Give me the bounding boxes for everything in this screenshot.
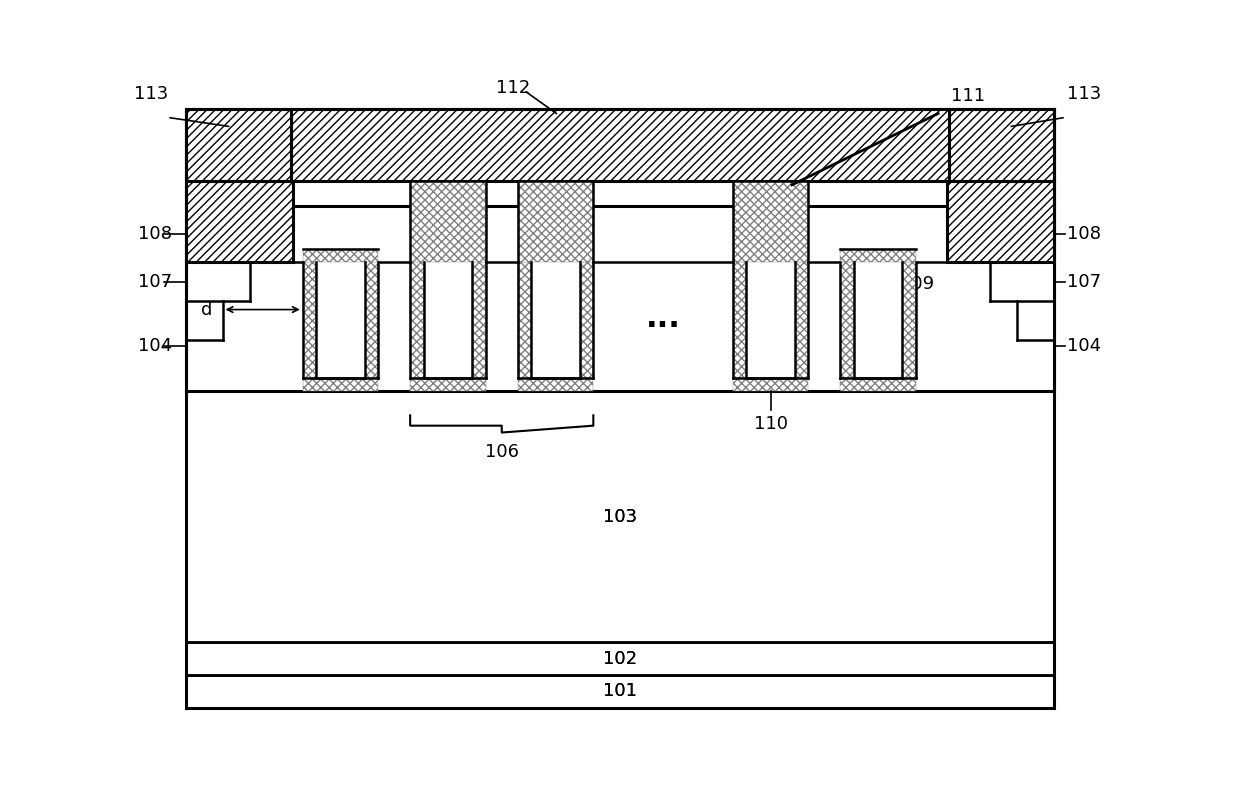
Bar [303,263,316,377]
Text: 104: 104 [1068,337,1101,355]
Bar [223,263,250,301]
Text: ···: ··· [646,312,681,342]
Text: 108: 108 [139,225,172,243]
Bar [841,377,916,391]
Bar [186,109,291,180]
Bar [733,263,746,377]
Text: 110: 110 [754,415,787,433]
Bar [410,263,424,377]
Bar [303,248,378,263]
Text: 103: 103 [603,508,637,526]
Bar [410,377,486,391]
Bar [365,263,378,377]
Text: 109: 109 [900,275,934,293]
Bar [424,263,472,377]
Text: 113: 113 [1068,85,1101,103]
Bar [947,180,1054,263]
Bar [517,180,594,263]
Bar [990,263,1017,301]
Bar [733,180,808,263]
Text: 109: 109 [306,275,340,293]
Text: 105: 105 [324,318,357,336]
Bar [532,263,579,377]
Bar [186,675,1054,708]
Text: 101: 101 [603,682,637,701]
Bar [901,263,916,377]
Bar [410,180,486,263]
Bar [841,377,916,391]
Bar [949,109,1054,180]
Bar [186,180,293,263]
Bar [901,263,916,377]
Bar [841,248,916,263]
Bar [410,377,486,391]
Bar [733,180,808,263]
Bar [517,263,532,377]
Text: 105: 105 [861,318,895,336]
Text: 104: 104 [139,337,172,355]
Bar [579,263,594,377]
Bar [949,109,1054,180]
Bar [410,180,486,263]
Text: d: d [201,301,212,318]
Bar [947,180,1054,263]
Text: 103: 103 [603,508,637,526]
Bar [841,248,916,263]
Bar [854,263,901,377]
Text: 107: 107 [139,273,172,290]
Bar [517,377,594,391]
Bar [291,109,949,180]
Bar [795,263,808,377]
Bar [365,263,378,377]
Bar [795,263,808,377]
Bar [841,263,854,377]
Bar [186,642,1054,675]
Bar [293,207,947,391]
Bar [186,207,223,391]
Text: 106: 106 [485,443,518,461]
Text: 108: 108 [1068,225,1101,243]
Bar [841,263,854,377]
Bar [186,109,291,180]
Bar [947,207,1017,263]
Text: 112: 112 [496,79,531,97]
Bar [303,377,378,391]
Bar [472,263,486,377]
Bar [517,263,532,377]
Text: 102: 102 [603,650,637,668]
Text: 101: 101 [603,682,637,701]
Text: 102: 102 [603,650,637,668]
Bar [1017,207,1054,391]
Bar [186,180,293,263]
Bar [223,207,293,263]
Bar [947,180,1054,263]
Text: 107: 107 [1068,273,1101,290]
Bar [517,377,594,391]
Bar [186,180,293,263]
Bar [579,263,594,377]
Bar [733,377,808,391]
Bar [291,109,949,180]
Bar [303,263,316,377]
Bar [186,109,291,180]
Bar [291,109,949,180]
Bar [186,391,1054,642]
Bar [410,263,424,377]
Bar [746,263,795,377]
Text: 113: 113 [134,85,169,103]
Text: 111: 111 [951,87,986,105]
Bar [472,263,486,377]
Bar [517,180,594,263]
Bar [303,377,378,391]
Bar [949,109,1054,180]
Bar [186,109,1054,708]
Bar [733,377,808,391]
Bar [303,248,378,263]
Bar [316,263,365,377]
Bar [733,263,746,377]
